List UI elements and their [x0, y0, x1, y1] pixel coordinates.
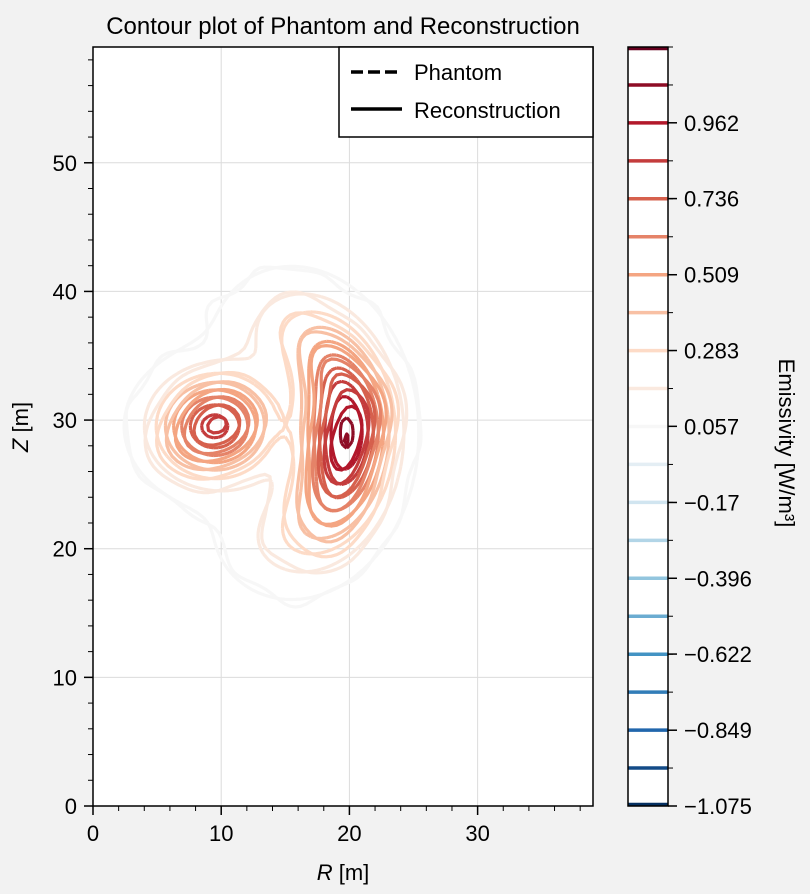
- reconstruction-contour: [155, 311, 401, 559]
- reconstruction-contour: [124, 265, 423, 609]
- chart-title: Contour plot of Phantom and Reconstructi…: [106, 13, 580, 40]
- y-tick-label: 30: [53, 408, 77, 433]
- axes: 0 10 20 30 0 10 20 30 40 50: [53, 46, 594, 846]
- reconstruction-contour: [206, 388, 371, 486]
- legend-reconstruction-label: Reconstruction: [414, 98, 561, 123]
- legend: Phantom Reconstruction: [338, 46, 594, 138]
- legend-phantom-label: Phantom: [414, 60, 502, 85]
- reconstruction-contour: [143, 290, 409, 575]
- colorbar: −1.075 −0.849 −0.622 −0.396 −0.17 0.057 0.283 0…: [627, 46, 752, 819]
- reconstruction-contour: [192, 372, 377, 499]
- y-axis-label-unit: [m]: [8, 402, 33, 439]
- contour-lines: [122, 264, 423, 609]
- colorbar-tick-label: −0.849: [684, 718, 752, 743]
- reconstruction-contour: [342, 432, 350, 447]
- y-tick-label: 10: [53, 665, 77, 690]
- y-tick-label: 20: [53, 537, 77, 562]
- colorbar-tick-label: −0.622: [684, 642, 752, 667]
- reconstruction-contour: [164, 330, 394, 544]
- x-tick-label: 30: [465, 821, 489, 846]
- reconstruction-contour: [182, 357, 383, 513]
- colorbar-tick-label: 0.283: [684, 339, 739, 364]
- x-tick-label: 0: [87, 821, 99, 846]
- x-tick-label: 20: [337, 821, 361, 846]
- colorbar-tick-label: 0.509: [684, 263, 739, 288]
- x-axis-label-unit: [m]: [333, 860, 370, 885]
- phantom-contour: [338, 416, 355, 450]
- y-axis-label: Z [m]: [8, 402, 33, 453]
- colorbar-tick-label: 0.962: [684, 111, 739, 136]
- y-axis-label-var: Z: [8, 437, 33, 453]
- colorbar-tick-label: −0.396: [684, 566, 752, 591]
- colorbar-label: Emissivity [W/m³]: [774, 359, 799, 528]
- y-tick-label: 50: [53, 151, 77, 176]
- x-axis-label: R [m]: [317, 860, 370, 885]
- x-tick-label: 10: [209, 821, 233, 846]
- colorbar-tick-label: −1.075: [684, 794, 752, 819]
- legend-box: [338, 46, 594, 138]
- reconstruction-contour: [173, 344, 388, 528]
- colorbar-tick-label: 0.736: [684, 187, 739, 212]
- y-tick-label: 40: [53, 279, 77, 304]
- x-axis-label-var: R: [317, 860, 333, 885]
- y-tick-label: 0: [65, 794, 77, 819]
- reconstruction-contour: [329, 404, 364, 472]
- colorbar-tick-label: −0.17: [684, 490, 740, 515]
- colorbar-tick-label: 0.057: [684, 414, 739, 439]
